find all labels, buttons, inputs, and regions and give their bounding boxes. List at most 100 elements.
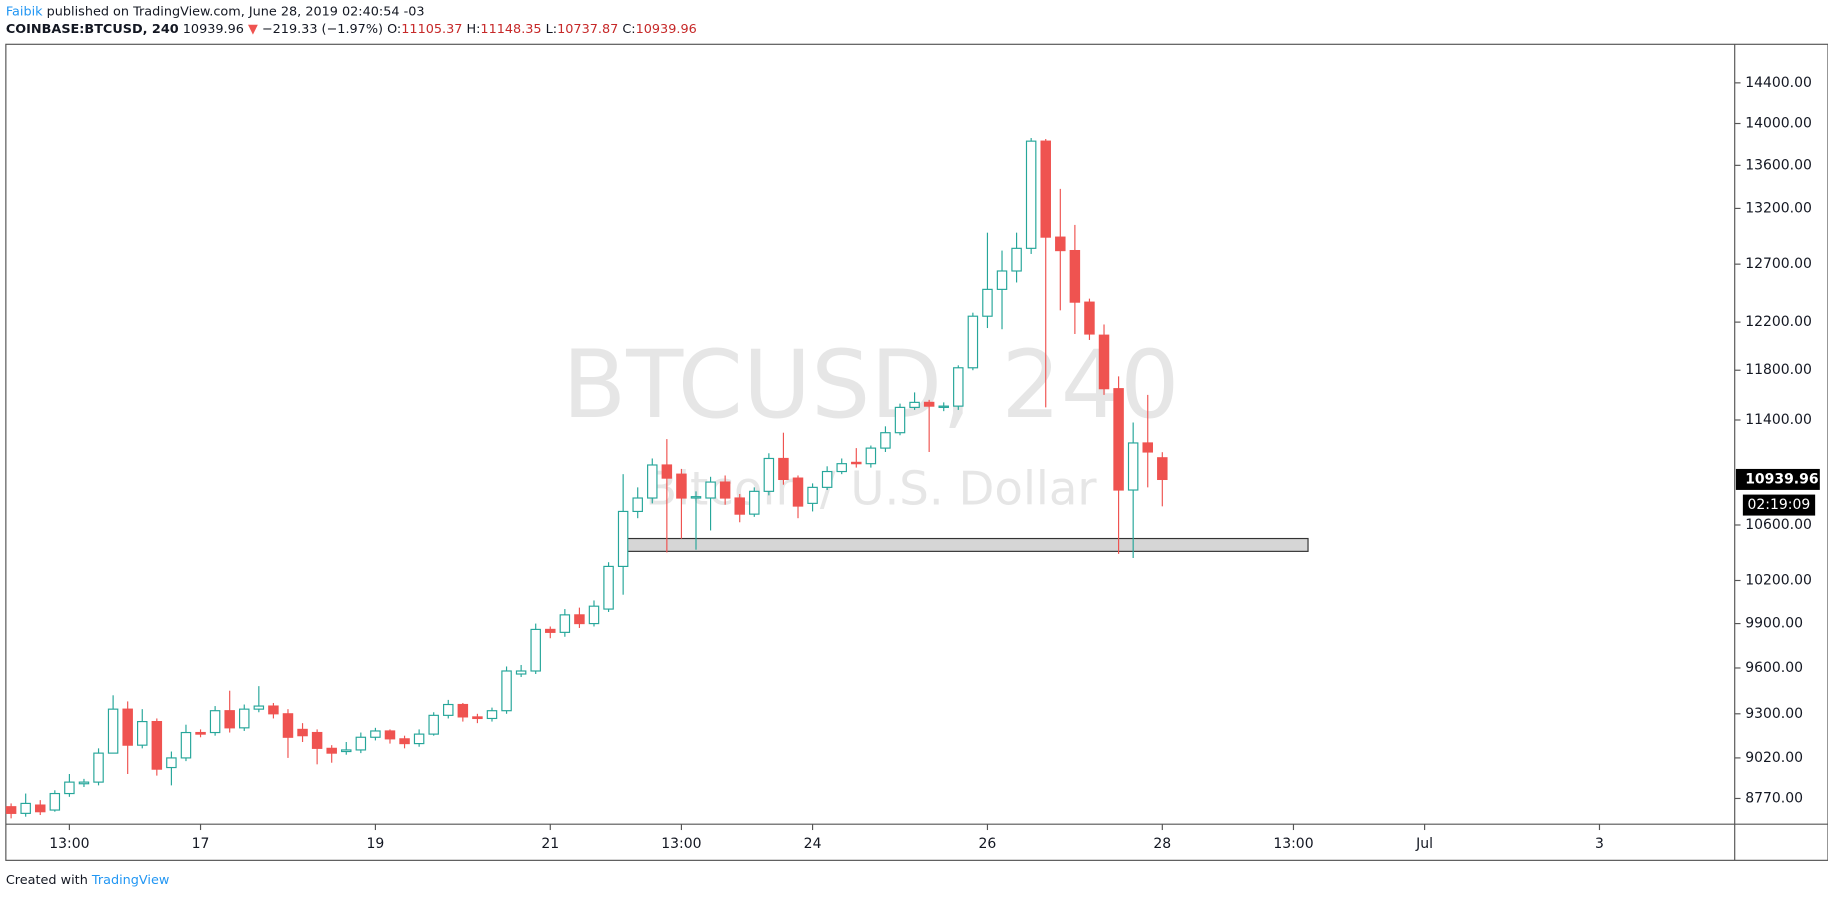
candle-body	[1142, 442, 1153, 453]
candle-body	[1084, 301, 1095, 335]
y-tick-label: 9300.00	[1745, 706, 1803, 722]
candle-body	[1040, 140, 1051, 238]
candle-body	[603, 565, 614, 610]
x-tick-label: 24	[804, 836, 822, 852]
candle-body	[355, 736, 367, 751]
plot: 8770.00 9020.00 9300.00 9600.00 9900.00 10200…	[5, 75, 1820, 852]
h-label: H:	[466, 22, 480, 37]
candle-body	[341, 749, 352, 753]
candle-body	[617, 510, 629, 567]
candle-body	[384, 730, 396, 740]
candle-body	[880, 432, 891, 449]
candle-body	[545, 628, 556, 633]
arrow: ▼	[248, 22, 258, 37]
y-tick-label: 9900.00	[1745, 616, 1803, 632]
candle-body	[967, 315, 979, 369]
candle-body	[894, 406, 906, 434]
candle-body	[865, 447, 877, 465]
candle-body	[501, 670, 512, 712]
candle-body	[574, 614, 585, 625]
candle-body	[49, 792, 61, 811]
x-tick-label: 28	[1153, 836, 1171, 852]
price-label: 10939.96	[1745, 471, 1818, 487]
candle-body	[472, 716, 483, 720]
x-tick-label: 13:00	[49, 836, 89, 852]
support-zone	[621, 537, 1309, 552]
candle-body	[530, 628, 541, 672]
candle-body	[166, 757, 177, 769]
candle-body	[399, 738, 410, 745]
candle-body	[443, 703, 454, 716]
x-tick-label: 21	[541, 836, 559, 852]
candle-body	[253, 705, 265, 710]
y-tick-label: 8770.00	[1745, 790, 1803, 806]
candle-body	[457, 703, 469, 718]
candle-body	[982, 288, 993, 317]
author: Faibik	[6, 4, 43, 19]
candle-body	[661, 464, 673, 479]
candle-body	[923, 401, 935, 407]
candle-body	[690, 496, 702, 499]
candle-body	[93, 752, 104, 783]
h: 11148.35	[480, 22, 541, 37]
candle-body	[938, 405, 949, 408]
candle-body	[792, 477, 804, 507]
candle-body	[807, 486, 818, 504]
header-line: Faibik published on TradingView.com, Jun…	[6, 4, 425, 19]
candle-body	[428, 714, 439, 735]
price-label-box	[1735, 468, 1820, 490]
candle-body	[107, 708, 119, 754]
symbol: COINBASE:BTCUSD, 240	[6, 22, 179, 37]
change: −219.33 (−1.97%)	[262, 22, 383, 37]
candle-body	[224, 710, 235, 729]
candle-body	[151, 720, 163, 770]
frame	[5, 43, 1828, 861]
candle-body	[1113, 388, 1124, 491]
x-tick-label: 13:00	[1273, 836, 1313, 852]
y-tick-label: 11800.00	[1745, 362, 1812, 378]
candle-body	[719, 481, 731, 499]
c-label: C:	[622, 22, 635, 37]
y-tick-label: 13200.00	[1745, 200, 1812, 216]
candle-body	[734, 497, 745, 515]
y-tick-label: 11400.00	[1745, 412, 1812, 428]
candle-body	[778, 457, 789, 481]
candle-body	[311, 731, 323, 749]
o-label: O:	[387, 22, 401, 37]
y-tick-label: 12700.00	[1745, 256, 1812, 272]
candle-body	[1098, 334, 1110, 390]
candle-body	[1055, 236, 1066, 252]
countdown: 02:19:09	[1748, 497, 1811, 513]
y-tick-label: 10600.00	[1745, 517, 1812, 533]
candle-body	[909, 401, 920, 408]
candle-body	[647, 464, 658, 499]
published: published on TradingView.com, June 28, 2…	[47, 4, 425, 19]
countdown-box	[1742, 494, 1816, 516]
candle-body	[749, 490, 760, 515]
candle-body	[78, 781, 90, 785]
candle-body	[515, 670, 527, 675]
y-tick-label: 14400.00	[1745, 75, 1812, 91]
candle-body	[209, 710, 221, 734]
candle-body	[705, 481, 716, 499]
candle-body	[851, 461, 862, 465]
y-tick-label: 10200.00	[1745, 572, 1812, 588]
y-tick-label: 13600.00	[1745, 157, 1812, 173]
candle-body	[821, 470, 833, 488]
candle-body	[763, 457, 775, 492]
candle-body	[20, 802, 31, 814]
candle-body	[239, 708, 250, 729]
x-tick-label: Jul	[1415, 836, 1433, 852]
l: 10737.87	[557, 22, 618, 37]
candle-body	[64, 781, 75, 795]
created: Created with	[6, 873, 88, 888]
y-tick-label: 14000.00	[1745, 116, 1812, 132]
candle-body	[180, 731, 192, 759]
y-tick-label: 9600.00	[1745, 660, 1803, 676]
candle-body	[836, 463, 847, 473]
candle-body	[559, 614, 571, 633]
candle-body	[370, 730, 381, 738]
candle-body	[326, 747, 337, 754]
candle-body	[282, 713, 294, 738]
